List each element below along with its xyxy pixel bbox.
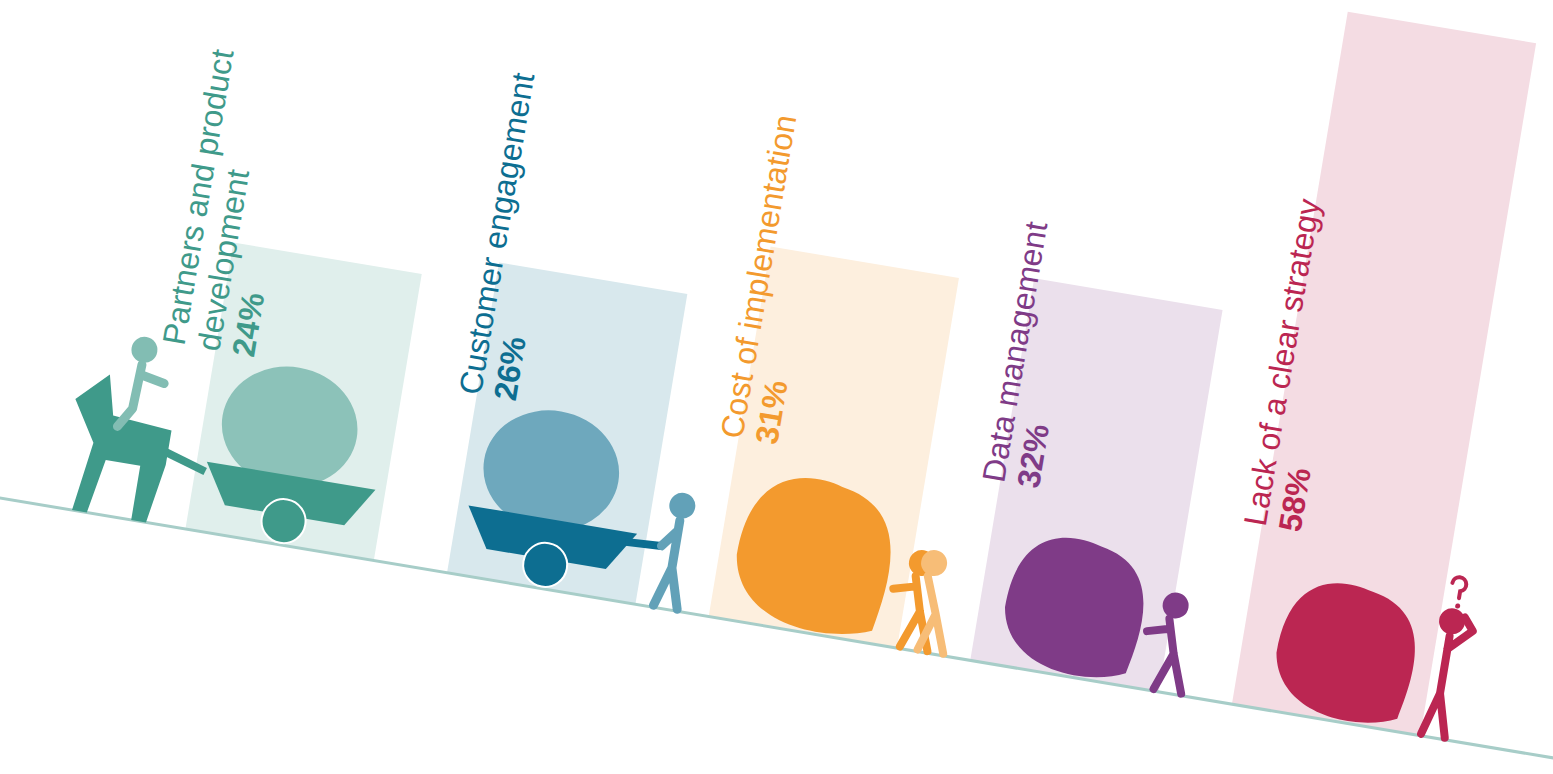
rock — [1267, 574, 1425, 730]
figure — [1421, 613, 1475, 739]
data-label: 24% — [225, 290, 271, 359]
figure — [916, 576, 956, 654]
rider-head — [129, 335, 159, 365]
rock — [996, 529, 1154, 685]
wheel — [258, 496, 309, 547]
figure-head — [667, 491, 697, 521]
illustration — [1267, 550, 1481, 740]
figure — [652, 518, 692, 609]
figure — [1138, 615, 1193, 693]
rock — [726, 468, 902, 642]
wheel — [520, 540, 571, 591]
data-label: 32% — [1010, 421, 1056, 490]
question-dot — [1455, 603, 1461, 609]
question-mark — [1450, 576, 1467, 599]
illustration — [57, 327, 394, 559]
bars — [185, 0, 1536, 736]
illustration — [457, 399, 707, 610]
figure-head — [919, 548, 949, 578]
data-label: 58% — [1272, 465, 1318, 534]
data-label: 26% — [487, 334, 533, 403]
illustration — [726, 468, 968, 654]
labels: Partners and productdevelopmentCustomer … — [156, 15, 1362, 534]
horse — [57, 369, 179, 524]
figure-head — [1161, 591, 1191, 621]
chart: Partners and productdevelopmentCustomer … — [0, 0, 1553, 774]
figure-head — [1437, 606, 1467, 636]
bar — [1232, 12, 1536, 736]
illustration — [996, 529, 1204, 694]
sloped-frame: Partners and productdevelopmentCustomer … — [0, 0, 1553, 769]
rider — [117, 362, 166, 433]
data-label: 31% — [748, 378, 794, 447]
